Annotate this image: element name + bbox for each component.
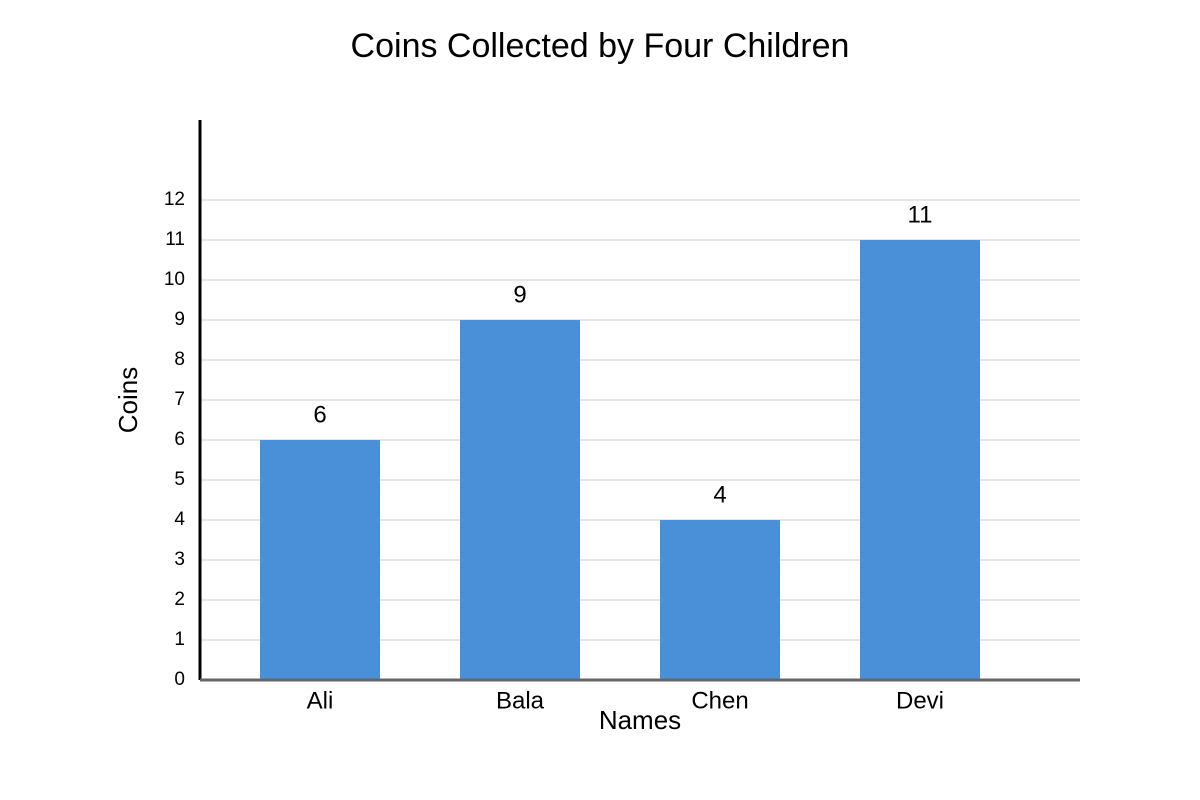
bar	[260, 440, 380, 680]
bar	[860, 240, 980, 680]
bar	[660, 520, 780, 680]
y-tick-label: 2	[174, 589, 185, 610]
x-tick-label: Chen	[691, 687, 748, 714]
y-tick-label: 4	[174, 509, 185, 530]
data-label: 9	[513, 281, 526, 308]
y-tick-label: 5	[174, 469, 185, 490]
y-tick-label: 1	[174, 629, 185, 650]
x-tick-label: Ali	[307, 687, 334, 714]
y-tick-label: 11	[165, 229, 185, 250]
y-tick-label: 6	[174, 429, 185, 450]
y-tick-label: 12	[164, 189, 185, 210]
bar	[460, 320, 580, 680]
x-tick-label: Devi	[896, 687, 944, 714]
y-tick-label: 0	[174, 669, 185, 690]
data-label: 4	[713, 481, 726, 508]
x-tick-label: Bala	[496, 687, 545, 714]
chart-title: Coins Collected by Four Children	[351, 27, 850, 65]
y-axis-label: Coins	[113, 367, 143, 433]
y-tick-label: 10	[164, 269, 185, 290]
y-tick-label: 7	[174, 389, 185, 410]
data-label: 6	[313, 401, 326, 428]
y-tick-label: 3	[174, 549, 185, 570]
y-tick-label: 9	[174, 309, 185, 330]
y-tick-label: 8	[174, 349, 185, 370]
data-label: 11	[908, 201, 933, 228]
x-axis-label: Names	[599, 705, 681, 735]
